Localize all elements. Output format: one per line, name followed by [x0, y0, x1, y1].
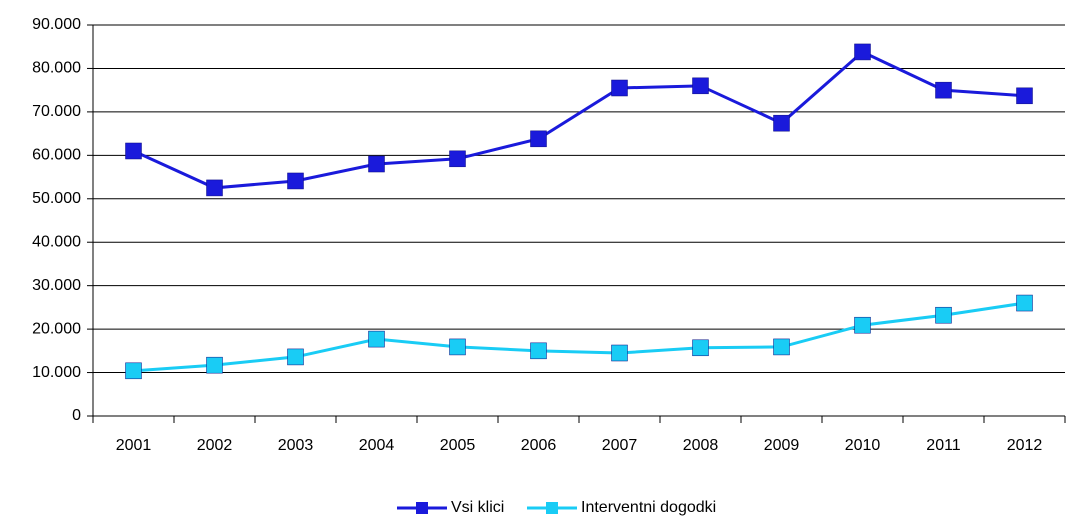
legend-marker — [546, 502, 558, 514]
marker — [206, 179, 223, 197]
y-tick-label: 80.000 — [32, 60, 81, 77]
marker — [368, 155, 385, 173]
y-tick-label: 70.000 — [32, 103, 81, 120]
marker — [206, 356, 223, 374]
y-tick-label: 30.000 — [32, 277, 81, 294]
y-tick-label: 40.000 — [32, 233, 81, 250]
legend-label: Vsi klici — [451, 499, 504, 516]
marker — [1016, 87, 1033, 105]
marker — [287, 172, 304, 190]
marker — [125, 142, 142, 160]
marker — [1016, 294, 1033, 312]
y-tick-label: 60.000 — [32, 147, 81, 164]
y-tick-label: 20.000 — [32, 320, 81, 337]
legend-marker — [416, 502, 428, 514]
marker — [611, 344, 628, 362]
marker — [530, 130, 547, 148]
x-tick-label: 2011 — [926, 437, 961, 454]
x-tick-label: 2005 — [440, 437, 476, 454]
x-tick-label: 2007 — [602, 437, 638, 454]
marker — [125, 362, 142, 380]
x-tick-label: 2004 — [359, 437, 395, 454]
x-tick-label: 2008 — [683, 437, 719, 454]
x-tick-label: 2003 — [278, 437, 314, 454]
x-tick-label: 2006 — [521, 437, 557, 454]
y-tick-label: 0 — [72, 407, 81, 424]
series-line — [132, 50, 1025, 190]
marker — [854, 316, 871, 334]
marker — [530, 342, 547, 360]
x-tick-label: 2001 — [116, 437, 152, 454]
marker — [692, 77, 709, 95]
marker — [449, 338, 466, 356]
x-tick-label: 2012 — [1007, 437, 1043, 454]
marker — [773, 114, 790, 132]
y-tick-label: 50.000 — [32, 190, 81, 207]
y-tick-label: 90.000 — [32, 16, 81, 33]
x-tick-label: 2009 — [764, 437, 800, 454]
marker — [368, 330, 385, 348]
marker — [935, 306, 952, 324]
marker — [287, 348, 304, 366]
marker — [692, 339, 709, 357]
marker — [611, 79, 628, 97]
series-line — [133, 301, 1025, 373]
marker — [935, 81, 952, 99]
x-tick-label: 2010 — [845, 437, 881, 454]
legend-label: Interventni dogodki — [581, 499, 716, 516]
marker — [449, 150, 466, 168]
y-tick-label: 10.000 — [32, 364, 81, 381]
x-tick-label: 2002 — [197, 437, 233, 454]
marker — [854, 43, 871, 61]
marker — [773, 338, 790, 356]
